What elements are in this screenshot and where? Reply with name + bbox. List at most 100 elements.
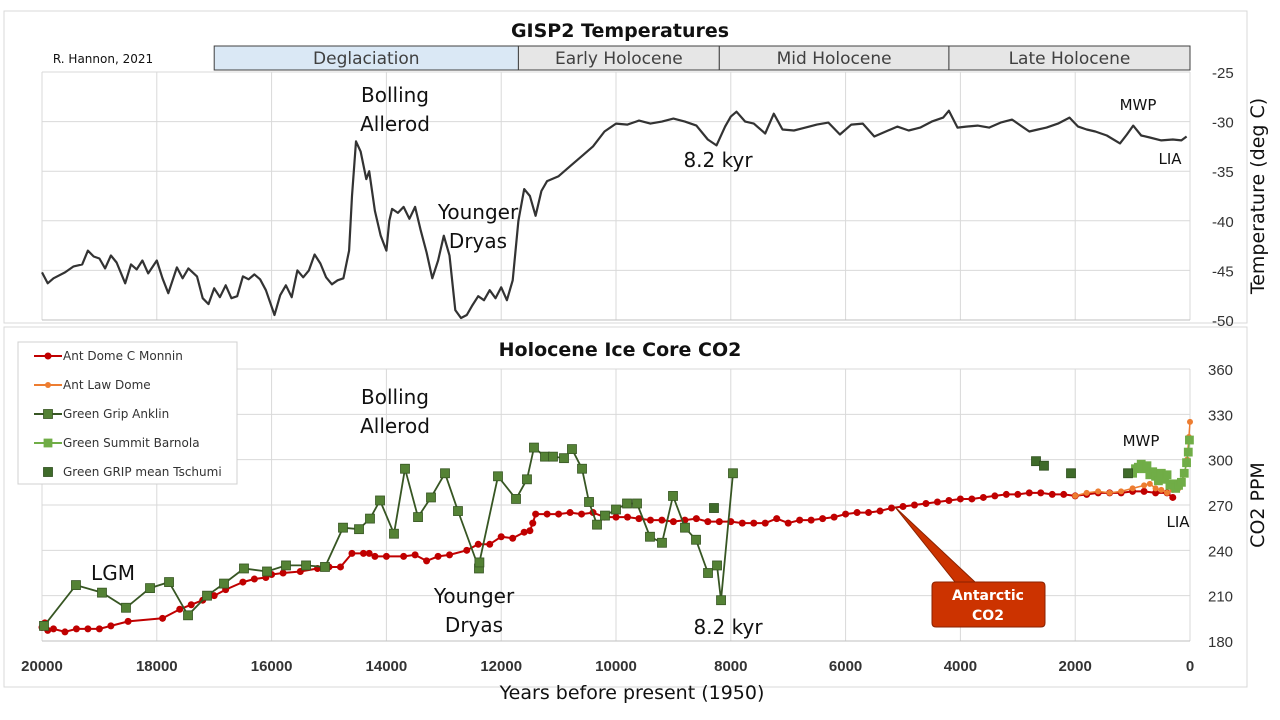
- data-point: [1142, 461, 1152, 471]
- data-point: [371, 552, 379, 560]
- data-point: [202, 590, 212, 601]
- data-point: [1185, 435, 1194, 445]
- data-point: [669, 518, 677, 526]
- data-point: [497, 533, 505, 541]
- data-point: [486, 540, 494, 548]
- data-point: [623, 513, 631, 521]
- x-tick-label: 20000: [21, 658, 63, 675]
- x-axis-ticks: 20000 18000 16000 14000 12000 10000 8000 6000 40…: [21, 658, 1194, 675]
- bolling-label: Bolling: [361, 385, 429, 409]
- data-point: [1066, 468, 1076, 479]
- data-point: [888, 504, 896, 512]
- data-point: [164, 577, 174, 587]
- y-tick-label: -30: [1212, 115, 1234, 132]
- data-point: [956, 495, 964, 503]
- callout-bubble: [894, 506, 1046, 628]
- dryas-label: Dryas: [445, 613, 503, 637]
- data-point: [400, 463, 410, 474]
- callout-text-2: CO2: [972, 608, 1004, 624]
- bolling-label: Bolling: [361, 83, 429, 107]
- x-tick-label: 4000: [944, 658, 977, 675]
- 8-2-kyr-label: 8.2 kyr: [683, 148, 753, 172]
- data-point: [578, 510, 586, 518]
- data-point: [145, 583, 155, 594]
- legend-label: Green Grip Anklin: [63, 407, 169, 421]
- data-point: [555, 510, 563, 518]
- data-point: [124, 617, 132, 625]
- data-point: [1152, 485, 1159, 492]
- data-point: [301, 560, 311, 571]
- legend-label: Green Summit Barnola: [63, 436, 200, 450]
- data-point: [632, 498, 642, 509]
- data-point: [474, 557, 485, 568]
- data-point: [511, 494, 521, 504]
- data-point: [933, 498, 941, 506]
- data-point: [375, 495, 385, 506]
- x-tick-label: 0: [1186, 658, 1194, 675]
- data-point: [658, 516, 666, 524]
- y-tick-label: 300: [1208, 453, 1233, 470]
- y-tick-label: 360: [1208, 362, 1233, 379]
- data-point: [219, 578, 229, 589]
- data-point: [49, 625, 57, 633]
- y-tick-label: -50: [1212, 313, 1234, 330]
- data-point: [532, 510, 540, 518]
- data-series: [38, 109, 1194, 636]
- co2-annotations: Bolling Allerod LGM Younger Dryas 8.2 ky…: [91, 385, 1190, 639]
- data-point: [600, 510, 610, 521]
- data-point: [262, 566, 272, 577]
- data-point: [738, 519, 746, 527]
- data-point: [1158, 486, 1165, 493]
- legend-marker: [43, 409, 53, 419]
- data-point: [382, 552, 390, 560]
- data-point: [359, 549, 367, 557]
- co2-axis-title: CO2 PPM: [1247, 462, 1269, 548]
- period-band: [948, 45, 1191, 71]
- data-point: [1106, 489, 1113, 496]
- data-point: [577, 463, 587, 474]
- data-point: [84, 625, 92, 633]
- data-point: [1179, 468, 1189, 478]
- data-point: [567, 444, 577, 454]
- data-point: [107, 622, 115, 630]
- legend-label: Ant Dome C Monnin: [63, 349, 183, 363]
- data-point: [529, 519, 537, 527]
- y-tick-label: 180: [1208, 634, 1233, 651]
- y-tick-label: 330: [1208, 407, 1233, 424]
- legend: Ant Dome C Monnin Ant Law Dome Green Grip …: [17, 341, 238, 485]
- dryas-label: Dryas: [449, 229, 507, 253]
- data-point: [210, 592, 218, 600]
- data-point: [509, 534, 517, 542]
- period-label: Deglaciation: [313, 49, 420, 69]
- data-point: [354, 524, 364, 535]
- data-point: [1014, 490, 1022, 498]
- mwp-label: MWP: [1120, 96, 1157, 114]
- 8-2-kyr-label: 8.2 kyr: [693, 615, 763, 639]
- legend-label: Ant Law Dome: [63, 378, 151, 392]
- data-point: [1039, 460, 1049, 471]
- data-point: [1118, 488, 1125, 495]
- legend-marker: [44, 352, 52, 360]
- x-tick-label: 6000: [829, 658, 862, 675]
- data-point: [566, 509, 574, 517]
- data-point: [646, 516, 654, 524]
- data-point: [453, 506, 463, 516]
- data-point: [910, 501, 918, 509]
- data-point: [463, 546, 471, 554]
- y-tick-label: 210: [1208, 589, 1233, 606]
- data-point: [1129, 485, 1136, 492]
- data-point: [95, 625, 103, 633]
- data-point: [39, 620, 49, 631]
- data-point: [1072, 492, 1079, 499]
- younger-label: Younger: [437, 200, 519, 224]
- data-point: [1095, 488, 1102, 495]
- data-point: [692, 515, 700, 523]
- mwp-label: MWP: [1123, 432, 1160, 450]
- data-point: [61, 628, 69, 636]
- data-point: [250, 575, 258, 583]
- temperature-axis-title: Temperature (deg C): [1247, 98, 1269, 295]
- data-point: [543, 510, 551, 518]
- data-point: [365, 549, 373, 557]
- x-axis-title: Years before present (1950): [499, 682, 765, 704]
- data-point: [842, 510, 850, 518]
